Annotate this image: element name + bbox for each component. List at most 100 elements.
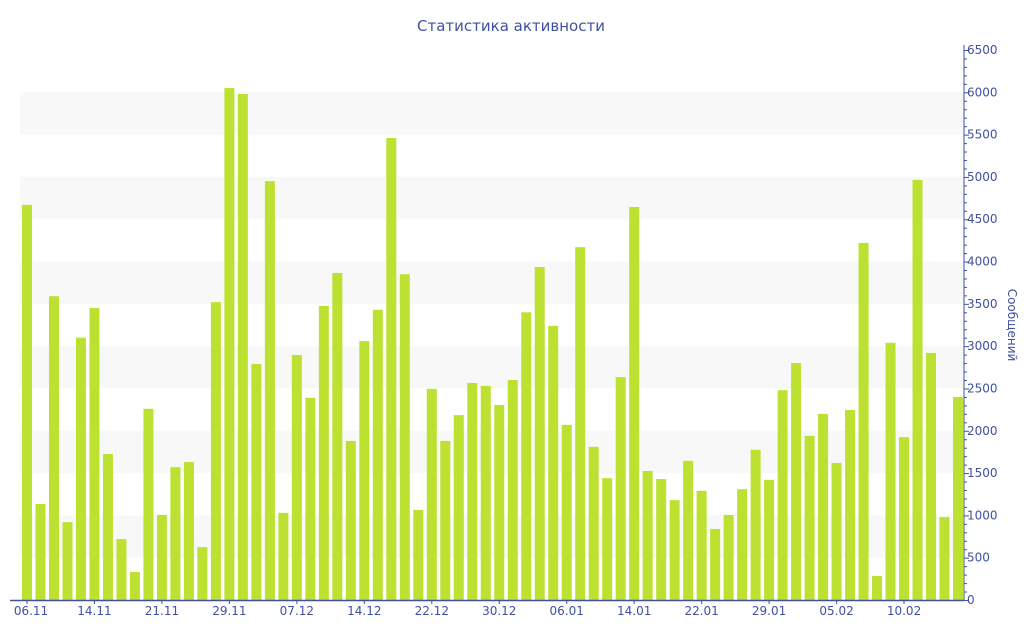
y-tick-label: 3500 xyxy=(967,297,998,311)
bar xyxy=(831,462,842,600)
bar xyxy=(926,352,937,600)
x-tick-label: 06.11 xyxy=(14,604,48,618)
bar xyxy=(22,204,32,600)
x-tick-label: 10.02 xyxy=(887,604,921,618)
bar xyxy=(845,410,856,600)
y-tick-label: 500 xyxy=(967,551,990,565)
bar xyxy=(737,489,748,600)
bar xyxy=(818,413,829,600)
bar xyxy=(318,305,329,600)
bar xyxy=(561,424,572,600)
bar xyxy=(602,478,613,600)
bar xyxy=(332,272,343,600)
x-tick-label: 22.01 xyxy=(684,604,718,618)
y-tick-label: 5000 xyxy=(967,170,998,184)
x-tick-label: 14.11 xyxy=(77,604,111,618)
y-tick-label: 6500 xyxy=(967,43,998,57)
bar xyxy=(89,308,100,600)
bar xyxy=(467,382,478,600)
bar xyxy=(413,509,424,600)
y-axis-label: Сообщений xyxy=(1005,289,1019,362)
bar xyxy=(116,539,127,600)
bar xyxy=(656,479,667,600)
bar xyxy=(588,446,599,600)
y-tick-label: 2500 xyxy=(967,381,998,395)
chart-title: Статистика активности xyxy=(417,17,605,35)
bar xyxy=(170,467,181,600)
bar xyxy=(237,94,248,600)
x-tick-label: 21.11 xyxy=(145,604,179,618)
bars xyxy=(22,88,963,601)
y-tick-label: 6000 xyxy=(967,85,998,99)
bar xyxy=(345,440,356,600)
x-tick-label: 05.02 xyxy=(819,604,853,618)
bar xyxy=(629,206,640,600)
grid-band xyxy=(20,176,964,220)
bar xyxy=(305,397,316,600)
y-tick-label: 5500 xyxy=(967,128,998,142)
bar xyxy=(507,380,518,600)
bar xyxy=(62,522,73,600)
x-tick-label: 22.12 xyxy=(415,604,449,618)
y-tick-label: 1000 xyxy=(967,508,998,522)
bar xyxy=(48,296,59,600)
y-tick-label: 4000 xyxy=(967,255,998,269)
y-tick-label: 3000 xyxy=(967,339,998,353)
bar xyxy=(372,309,383,600)
bar xyxy=(75,337,86,600)
bar xyxy=(764,479,775,600)
grid-band xyxy=(20,92,964,135)
grid-band xyxy=(20,261,964,304)
bar xyxy=(224,88,235,601)
y-axis: 0 500 1000 1500 2000 2500 3000 3500 4000 4500 5000… xyxy=(963,43,998,607)
bar xyxy=(143,408,154,600)
bar xyxy=(885,342,896,600)
x-tick-label: 14.01 xyxy=(617,604,651,618)
bar xyxy=(291,355,302,600)
y-tick-label: 0 xyxy=(967,593,975,607)
bar xyxy=(548,325,559,600)
bar xyxy=(521,312,532,600)
bar xyxy=(791,363,802,600)
bar xyxy=(777,390,788,600)
bar xyxy=(575,247,586,600)
bar xyxy=(197,547,208,600)
bar xyxy=(210,302,221,600)
bar xyxy=(912,179,923,600)
bar xyxy=(494,404,505,600)
bar xyxy=(129,572,140,600)
bar xyxy=(359,341,370,600)
bar xyxy=(35,503,46,600)
bar xyxy=(696,490,707,600)
bar xyxy=(872,575,883,600)
y-tick-label: 2000 xyxy=(967,424,998,438)
bar xyxy=(480,385,491,600)
bar xyxy=(642,470,653,600)
bar xyxy=(953,396,963,600)
x-tick-label: 29.11 xyxy=(212,604,246,618)
bar xyxy=(386,138,397,600)
bar xyxy=(683,460,694,600)
x-tick-label: 14.12 xyxy=(347,604,381,618)
x-tick-label: 06.01 xyxy=(550,604,584,618)
bar xyxy=(669,500,680,600)
bar xyxy=(399,274,410,600)
bar xyxy=(939,517,950,600)
bar xyxy=(251,363,262,600)
x-tick-label: 07.12 xyxy=(280,604,314,618)
bar xyxy=(426,388,437,600)
y-tick-label: 4500 xyxy=(967,212,998,226)
bar xyxy=(264,181,275,600)
bar xyxy=(278,512,289,600)
bar xyxy=(183,462,194,600)
x-tick-label: 30.12 xyxy=(482,604,516,618)
bar xyxy=(453,415,464,600)
bar xyxy=(858,242,869,600)
grid-band xyxy=(20,346,964,389)
bar xyxy=(615,377,626,600)
bar xyxy=(534,267,545,600)
x-tick-label: 29.01 xyxy=(752,604,786,618)
bar xyxy=(102,454,113,600)
bar xyxy=(804,435,815,600)
bar xyxy=(156,514,167,600)
